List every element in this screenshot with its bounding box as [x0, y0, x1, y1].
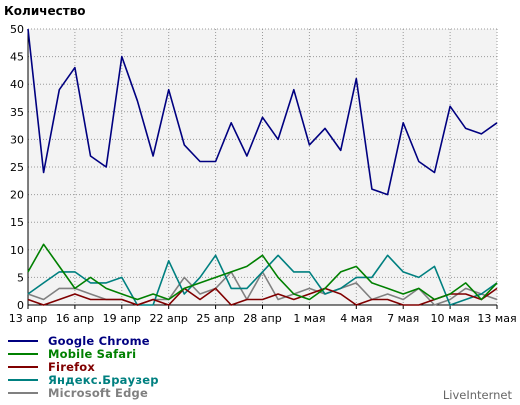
legend-swatch — [8, 365, 38, 368]
x-tick-label: 28 апр — [243, 312, 281, 325]
legend-item: Яндекс.Браузер — [8, 372, 159, 387]
y-tick-label: 15 — [10, 216, 24, 229]
legend-swatch — [8, 339, 38, 342]
y-tick-label: 25 — [10, 161, 24, 174]
y-tick-label: 20 — [10, 189, 24, 202]
legend-item: Google Chrome — [8, 333, 159, 348]
x-tick-label: 25 апр — [196, 312, 234, 325]
y-tick-label: 5 — [17, 271, 24, 284]
series-line-firefox — [27, 287, 498, 306]
series-line-mobile-safari — [27, 243, 498, 301]
x-tick-label: 16 апр — [56, 312, 94, 325]
legend-item: Firefox — [8, 359, 159, 374]
legend-label: Яндекс.Браузер — [48, 372, 159, 387]
chart-title: Количество — [4, 4, 86, 18]
x-tick-label: 4 мая — [340, 312, 372, 325]
y-tick-label: 30 — [10, 133, 24, 146]
y-tick-label: 0 — [17, 299, 24, 312]
legend-swatch — [8, 378, 38, 381]
legend-label: Mobile Safari — [48, 346, 137, 361]
x-tick-label: 10 мая — [431, 312, 470, 325]
line-chart: 0 5 10 15 20 25 30 35 40 45 50 13 апр 16 апр 19 апр 22… — [9, 23, 517, 325]
y-tick-label: 40 — [10, 78, 24, 91]
x-tick-label: 19 апр — [103, 312, 141, 325]
legend-item: Mobile Safari — [8, 346, 159, 361]
legend: Google Chrome Mobile Safari Firefox Яндекс.… — [8, 333, 159, 400]
watermark: LiveInternet — [442, 388, 512, 402]
legend-label: Firefox — [48, 359, 95, 374]
y-tick-label: 10 — [10, 244, 24, 257]
y-tick-label: 50 — [10, 23, 24, 36]
series-line-google-chrome — [27, 28, 498, 196]
legend-item: Microsoft Edge — [8, 385, 159, 400]
legend-label: Google Chrome — [48, 333, 150, 348]
x-tick-label: 1 мая — [293, 312, 325, 325]
legend-label: Microsoft Edge — [48, 385, 148, 400]
x-tick-label: 13 апр — [9, 312, 47, 325]
legend-swatch — [8, 391, 38, 394]
y-tick-label: 35 — [10, 106, 24, 119]
x-tick-label: 13 мая — [477, 312, 516, 325]
x-tick-label: 7 мая — [387, 312, 419, 325]
legend-swatch — [8, 352, 38, 355]
x-tick-label: 22 апр — [149, 312, 187, 325]
y-tick-label: 45 — [10, 51, 24, 64]
series-line-яндекс-браузер — [27, 254, 498, 306]
